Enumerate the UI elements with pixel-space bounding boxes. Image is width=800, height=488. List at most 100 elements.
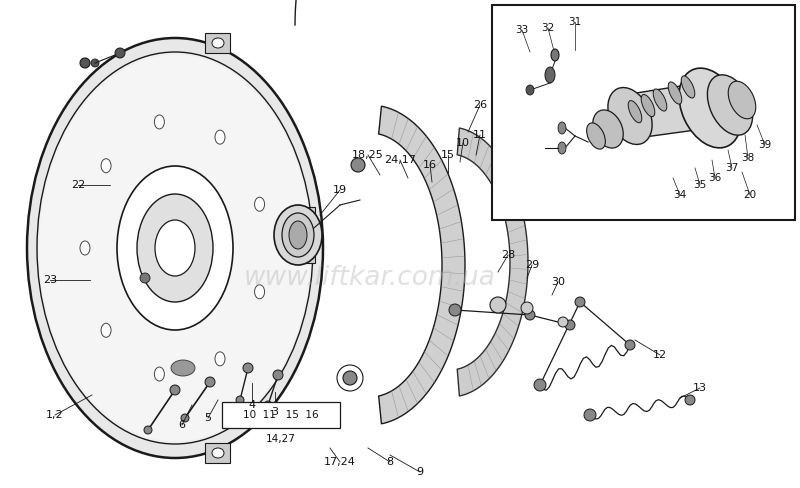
Ellipse shape [558,142,566,154]
Text: 19: 19 [333,185,347,195]
Ellipse shape [243,363,253,373]
Bar [222,402,340,428]
Ellipse shape [212,448,224,458]
Ellipse shape [282,213,314,257]
Text: 5: 5 [205,413,211,423]
Ellipse shape [205,377,215,387]
Ellipse shape [154,115,164,129]
Ellipse shape [264,401,272,409]
Text: 34: 34 [674,190,686,200]
Ellipse shape [679,68,741,148]
Ellipse shape [558,122,566,134]
Text: 1,2: 1,2 [46,410,64,420]
Text: 3: 3 [271,407,278,417]
Text: 30: 30 [551,277,565,287]
Ellipse shape [351,158,365,172]
Ellipse shape [27,38,323,458]
Text: 39: 39 [758,140,772,150]
Ellipse shape [140,273,150,283]
Ellipse shape [625,340,635,350]
Ellipse shape [236,396,244,404]
Ellipse shape [289,221,307,249]
Text: www.liftkar.com.ua: www.liftkar.com.ua [244,265,496,291]
Ellipse shape [117,166,233,330]
Ellipse shape [154,367,164,381]
Ellipse shape [584,409,596,421]
Ellipse shape [254,197,265,211]
Ellipse shape [668,82,682,104]
Text: 9: 9 [417,467,423,477]
Text: 32: 32 [542,23,554,33]
Text: 28: 28 [501,250,515,260]
Polygon shape [205,443,230,463]
Ellipse shape [545,67,555,83]
Ellipse shape [137,194,213,302]
Text: 8: 8 [386,457,394,467]
Ellipse shape [181,414,189,422]
Ellipse shape [215,130,225,144]
Text: 22: 22 [71,180,85,190]
Ellipse shape [155,220,195,276]
Ellipse shape [449,304,461,316]
Ellipse shape [273,370,283,380]
Ellipse shape [681,76,695,98]
Ellipse shape [39,55,311,441]
Text: 18,25: 18,25 [352,150,384,160]
Ellipse shape [707,75,753,135]
Ellipse shape [144,426,152,434]
Ellipse shape [565,320,575,330]
Text: 4: 4 [249,400,255,410]
Text: 35: 35 [694,180,706,190]
Ellipse shape [653,89,667,111]
Polygon shape [205,33,230,53]
Polygon shape [458,128,528,396]
Ellipse shape [170,385,180,395]
Text: 24,17: 24,17 [384,155,416,165]
Text: 29: 29 [525,260,539,270]
Text: 17,24: 17,24 [324,457,356,467]
Bar [293,207,315,263]
Text: 26: 26 [473,100,487,110]
Ellipse shape [526,85,534,95]
Ellipse shape [575,297,585,307]
Ellipse shape [254,285,265,299]
Ellipse shape [728,81,756,119]
Bar [492,5,795,220]
Ellipse shape [490,297,506,313]
Text: 23: 23 [43,275,57,285]
Ellipse shape [80,58,90,68]
Ellipse shape [37,52,313,444]
Ellipse shape [593,110,623,148]
Text: 6: 6 [178,420,186,430]
Text: 36: 36 [708,173,722,183]
Ellipse shape [215,352,225,366]
Text: 12: 12 [653,350,667,360]
Ellipse shape [91,59,99,67]
Polygon shape [378,106,465,424]
Ellipse shape [608,87,652,144]
Ellipse shape [115,48,125,58]
Text: 20: 20 [743,190,757,200]
Ellipse shape [628,101,642,123]
Ellipse shape [534,379,546,391]
Text: 33: 33 [515,25,529,35]
Text: 13: 13 [693,383,707,393]
Text: 10: 10 [456,138,470,148]
Ellipse shape [521,302,533,314]
Text: 11: 11 [473,130,487,140]
Ellipse shape [586,123,606,149]
Ellipse shape [558,317,568,327]
Text: 31: 31 [568,17,582,27]
Text: 15: 15 [441,150,455,160]
Ellipse shape [274,205,322,265]
Ellipse shape [101,159,111,173]
Text: 38: 38 [742,153,754,163]
Ellipse shape [80,241,90,255]
Ellipse shape [212,38,224,48]
Ellipse shape [685,395,695,405]
Ellipse shape [343,371,357,385]
Text: 37: 37 [726,163,738,173]
Ellipse shape [101,323,111,337]
Text: 16: 16 [423,160,437,170]
Ellipse shape [551,49,559,61]
